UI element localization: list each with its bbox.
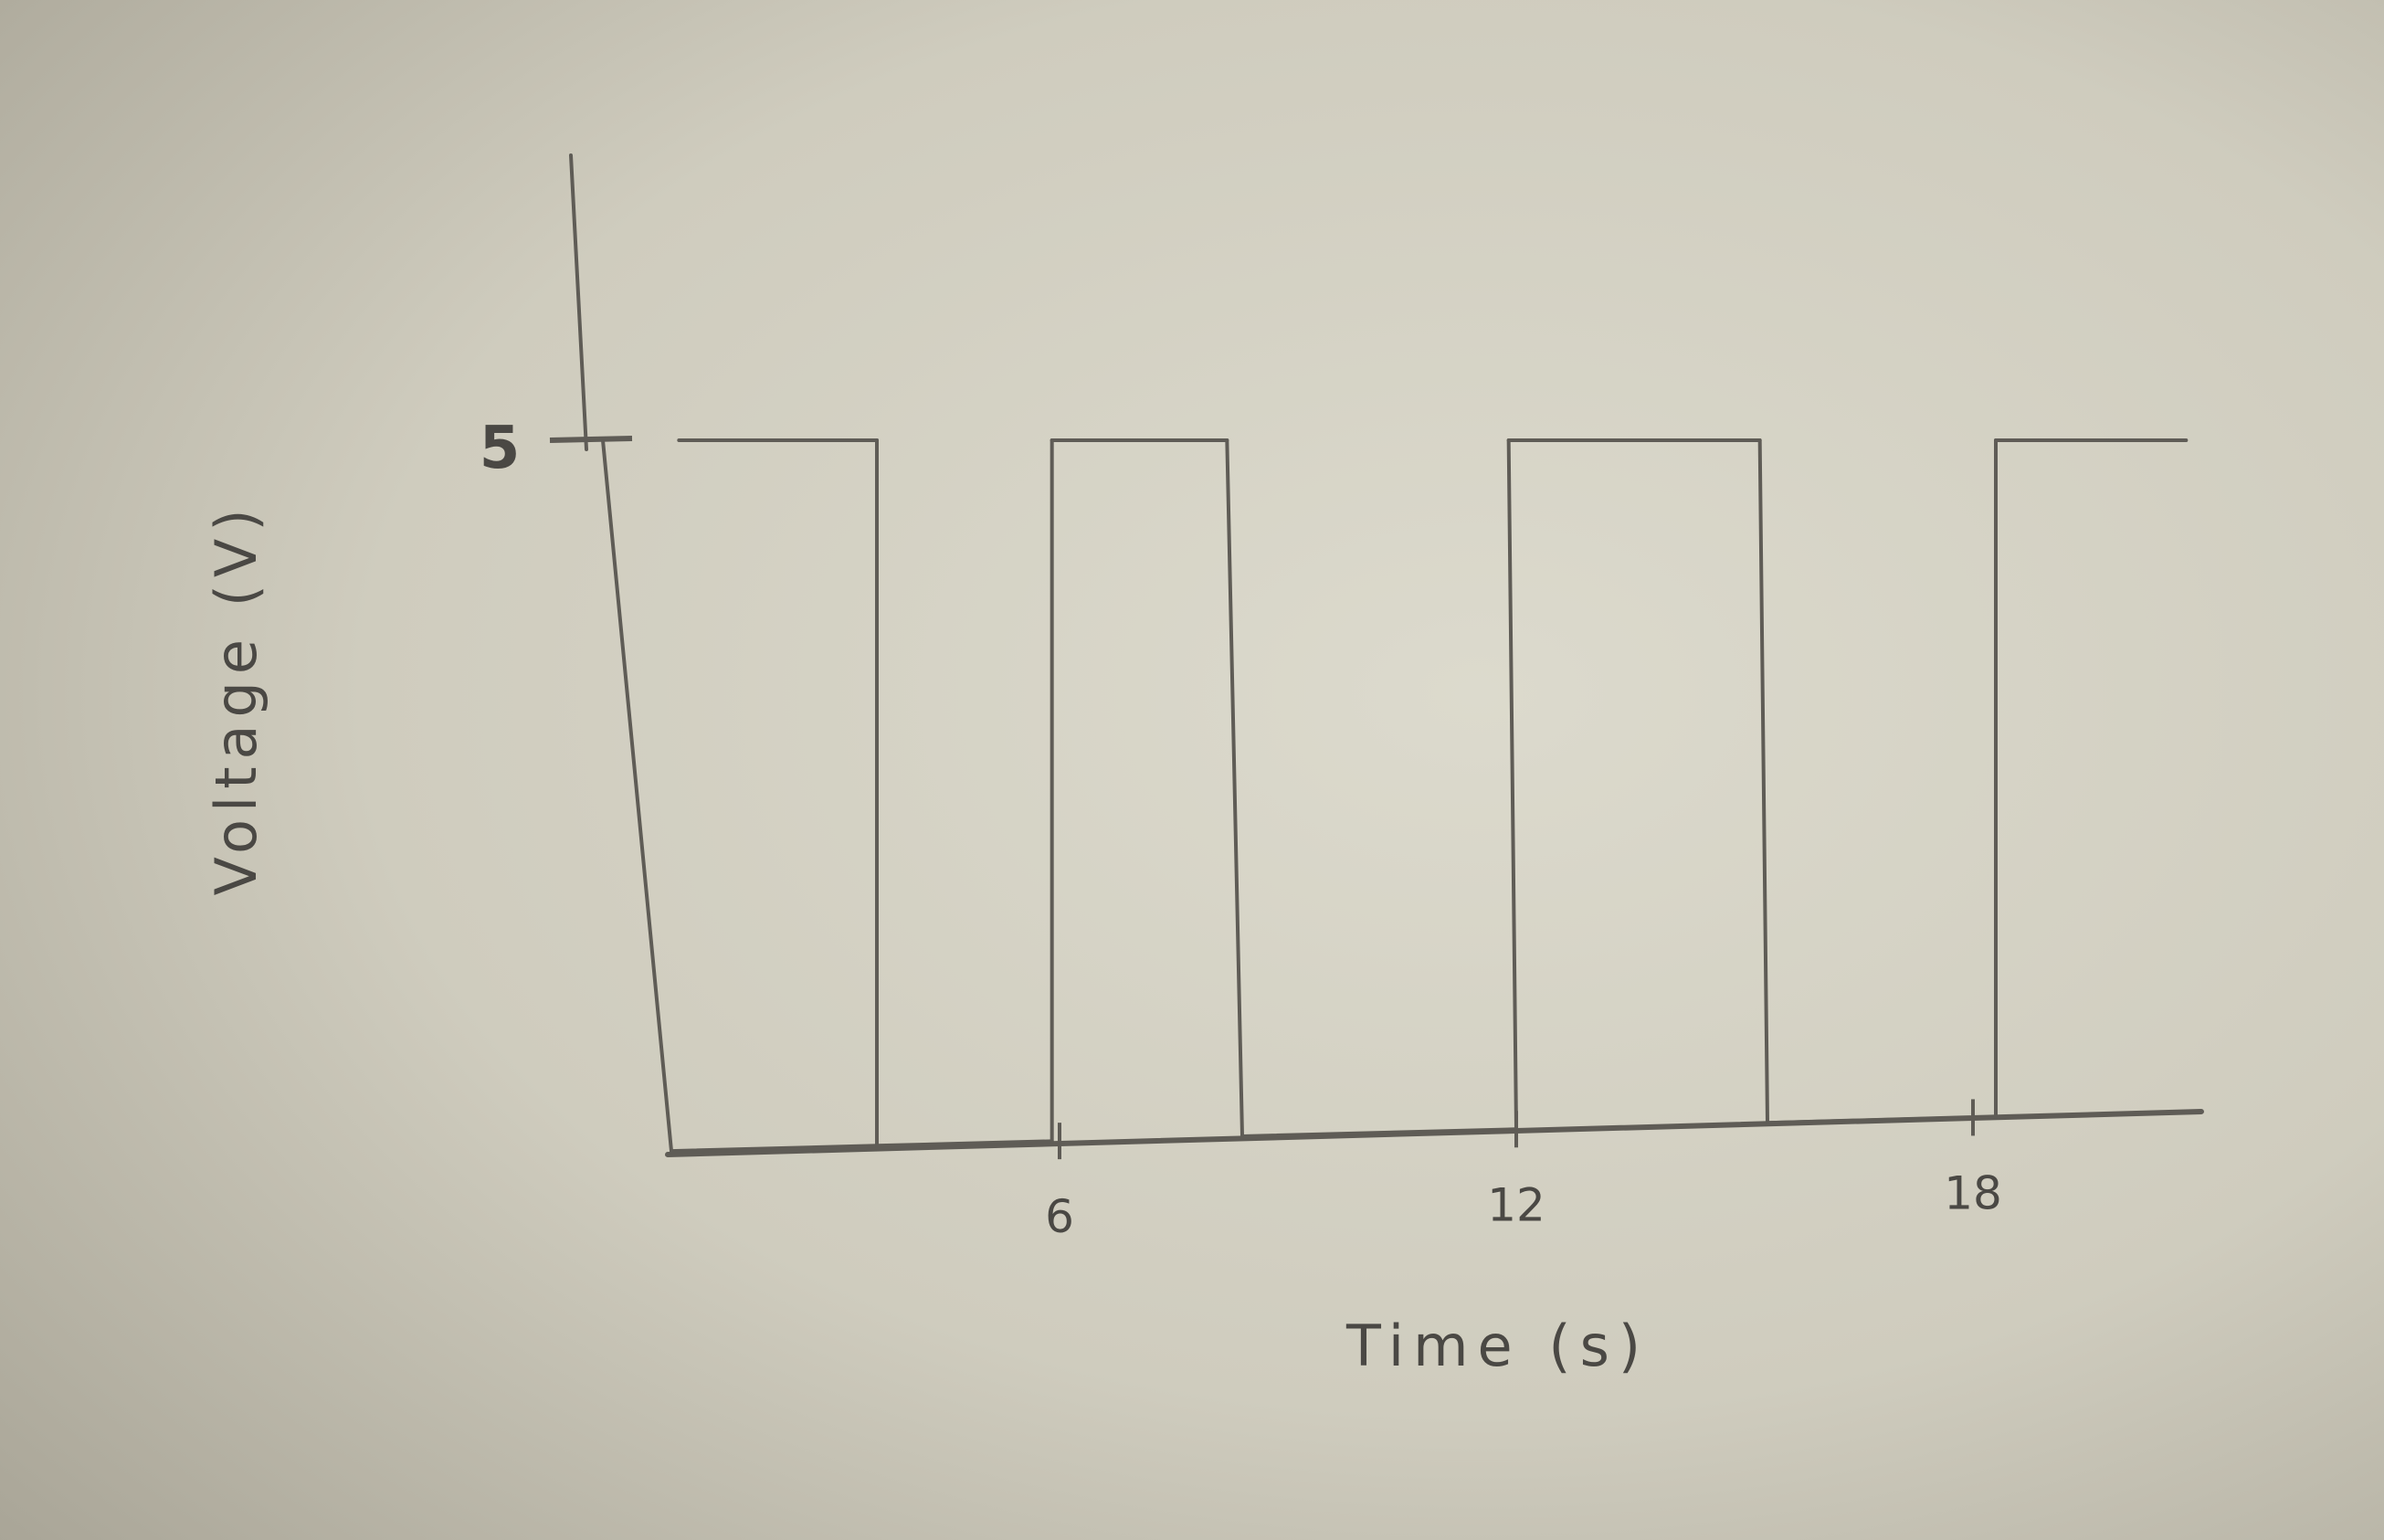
y-tick-label-5: 5 [480, 415, 521, 482]
ticks: 6 12 18 5 [480, 415, 2002, 1243]
wave-segment-5 [875, 1139, 1054, 1148]
wave-segment-9 [1240, 1127, 1518, 1138]
x-axis-label: Time (s) [1345, 1313, 1650, 1379]
y-axis [569, 153, 588, 451]
wave-segment-8 [1225, 438, 1244, 1138]
x-tick-label-12: 12 [1487, 1178, 1545, 1231]
wave-segment-12 [1757, 438, 1769, 1125]
wave-segment-1 [601, 438, 673, 1154]
y-axis-label: Voltage (V) [203, 501, 269, 895]
wave-segment-2 [670, 1144, 879, 1154]
wave-segment-10 [1506, 438, 1518, 1132]
x-tick-label-6: 6 [1045, 1190, 1074, 1243]
y-tick-5 [549, 436, 633, 443]
wave-segment-13 [1766, 1114, 1998, 1125]
x-tick-label-18: 18 [1944, 1166, 2002, 1219]
plot-area [601, 438, 2189, 1154]
